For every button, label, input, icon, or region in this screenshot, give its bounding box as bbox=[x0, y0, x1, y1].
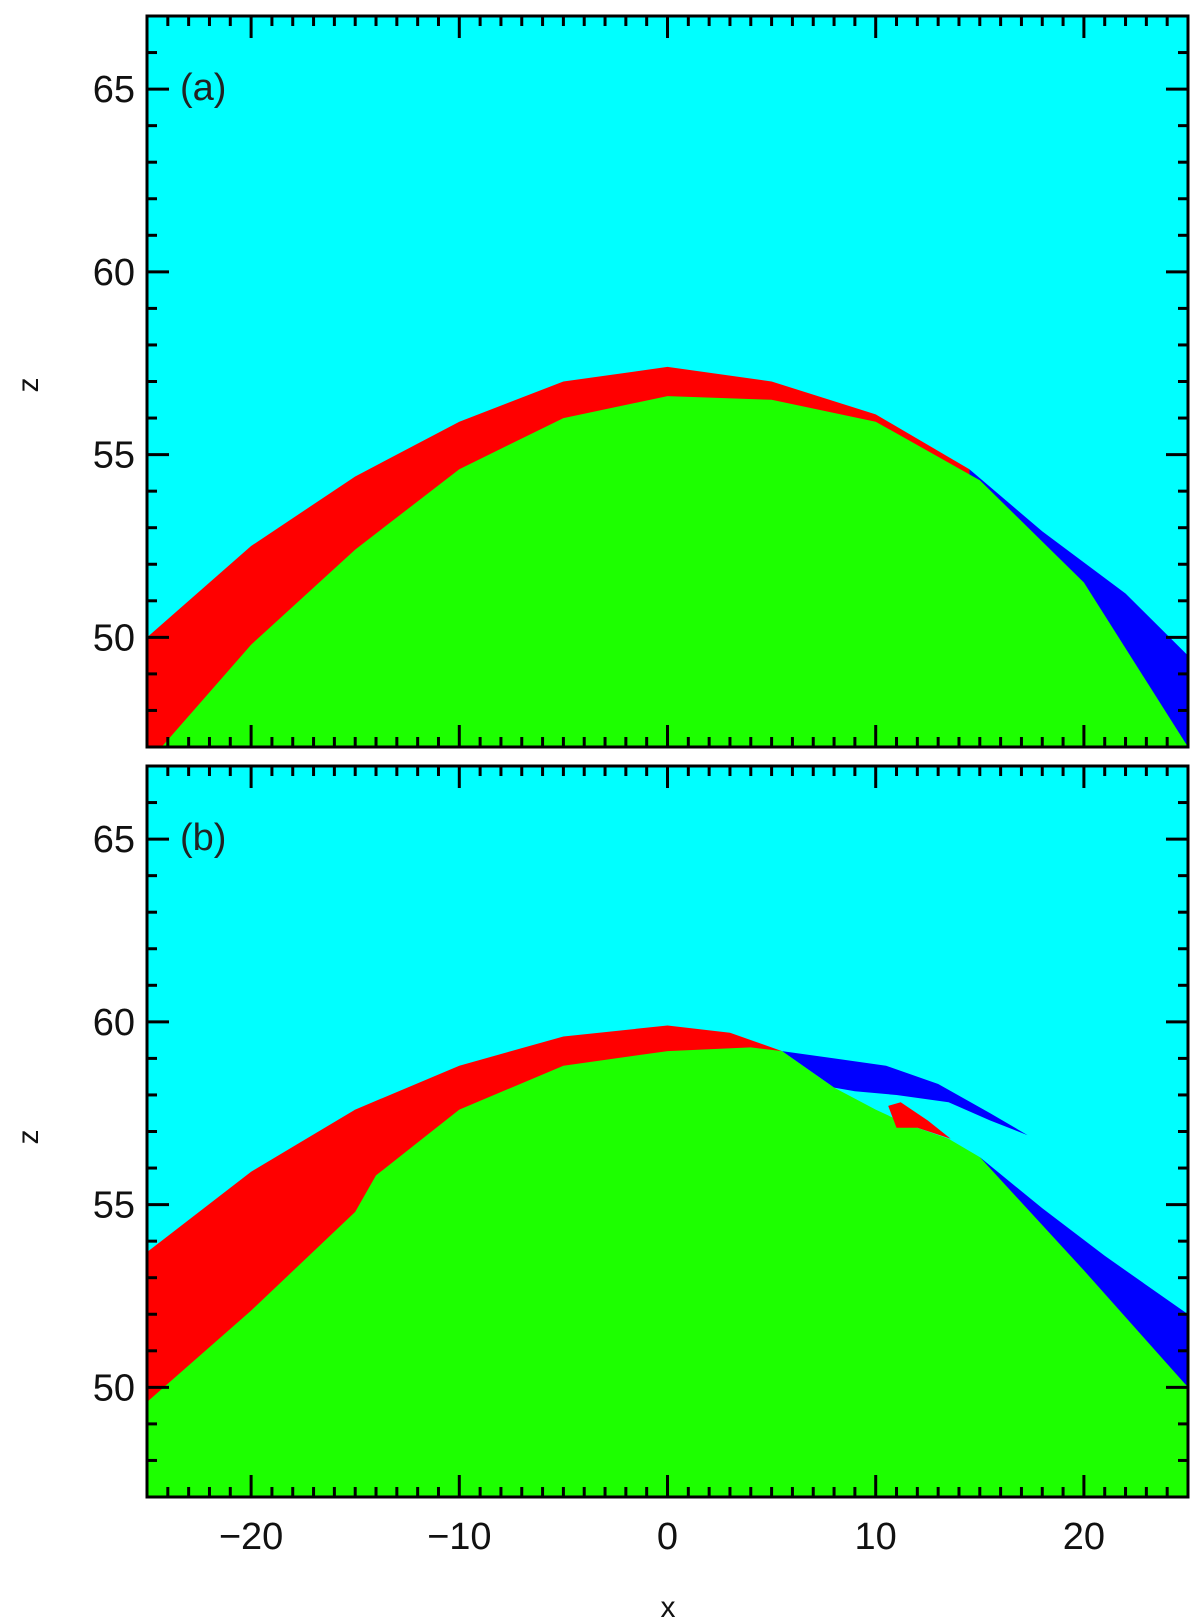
plot-frame bbox=[145, 764, 1190, 1499]
axis-ticks bbox=[145, 14, 1190, 749]
x-tick-label: 20 bbox=[1063, 1516, 1105, 1558]
y-tick-label: 65 bbox=[93, 69, 135, 111]
green-region bbox=[161, 396, 1189, 747]
y-tick-label: 60 bbox=[93, 252, 135, 294]
panel-a: 50 55 60 65 (a) z bbox=[12, 14, 1190, 749]
y-tick-label: 60 bbox=[93, 1002, 135, 1044]
panel-label: (a) bbox=[180, 67, 226, 109]
panel-b: 50 55 60 65 −20 −10 0 10 20 (b) z x bbox=[12, 764, 1190, 1623]
y-tick-labels: 50 55 60 65 bbox=[93, 69, 135, 659]
x-tick-label: 0 bbox=[657, 1516, 678, 1558]
blue-region-upper bbox=[782, 1051, 1028, 1136]
y-axis-label: z bbox=[12, 378, 45, 393]
x-axis-label: x bbox=[661, 1591, 676, 1623]
panel-label: (b) bbox=[180, 817, 226, 859]
plot-frame bbox=[145, 14, 1190, 749]
axis-ticks bbox=[145, 764, 1190, 1499]
x-tick-label: −20 bbox=[219, 1516, 283, 1558]
y-axis-label: z bbox=[12, 1130, 45, 1145]
y-tick-label: 50 bbox=[93, 617, 135, 659]
x-tick-label: −10 bbox=[427, 1516, 491, 1558]
green-region bbox=[147, 1047, 1188, 1497]
x-tick-labels: −20 −10 0 10 20 bbox=[219, 1516, 1105, 1558]
y-tick-label: 50 bbox=[93, 1367, 135, 1409]
red-region-small bbox=[888, 1102, 951, 1139]
x-tick-label: 10 bbox=[855, 1516, 897, 1558]
y-tick-label: 65 bbox=[93, 819, 135, 861]
y-tick-label: 55 bbox=[93, 435, 135, 477]
y-tick-labels: 50 55 60 65 bbox=[93, 819, 135, 1409]
y-tick-label: 55 bbox=[93, 1185, 135, 1227]
